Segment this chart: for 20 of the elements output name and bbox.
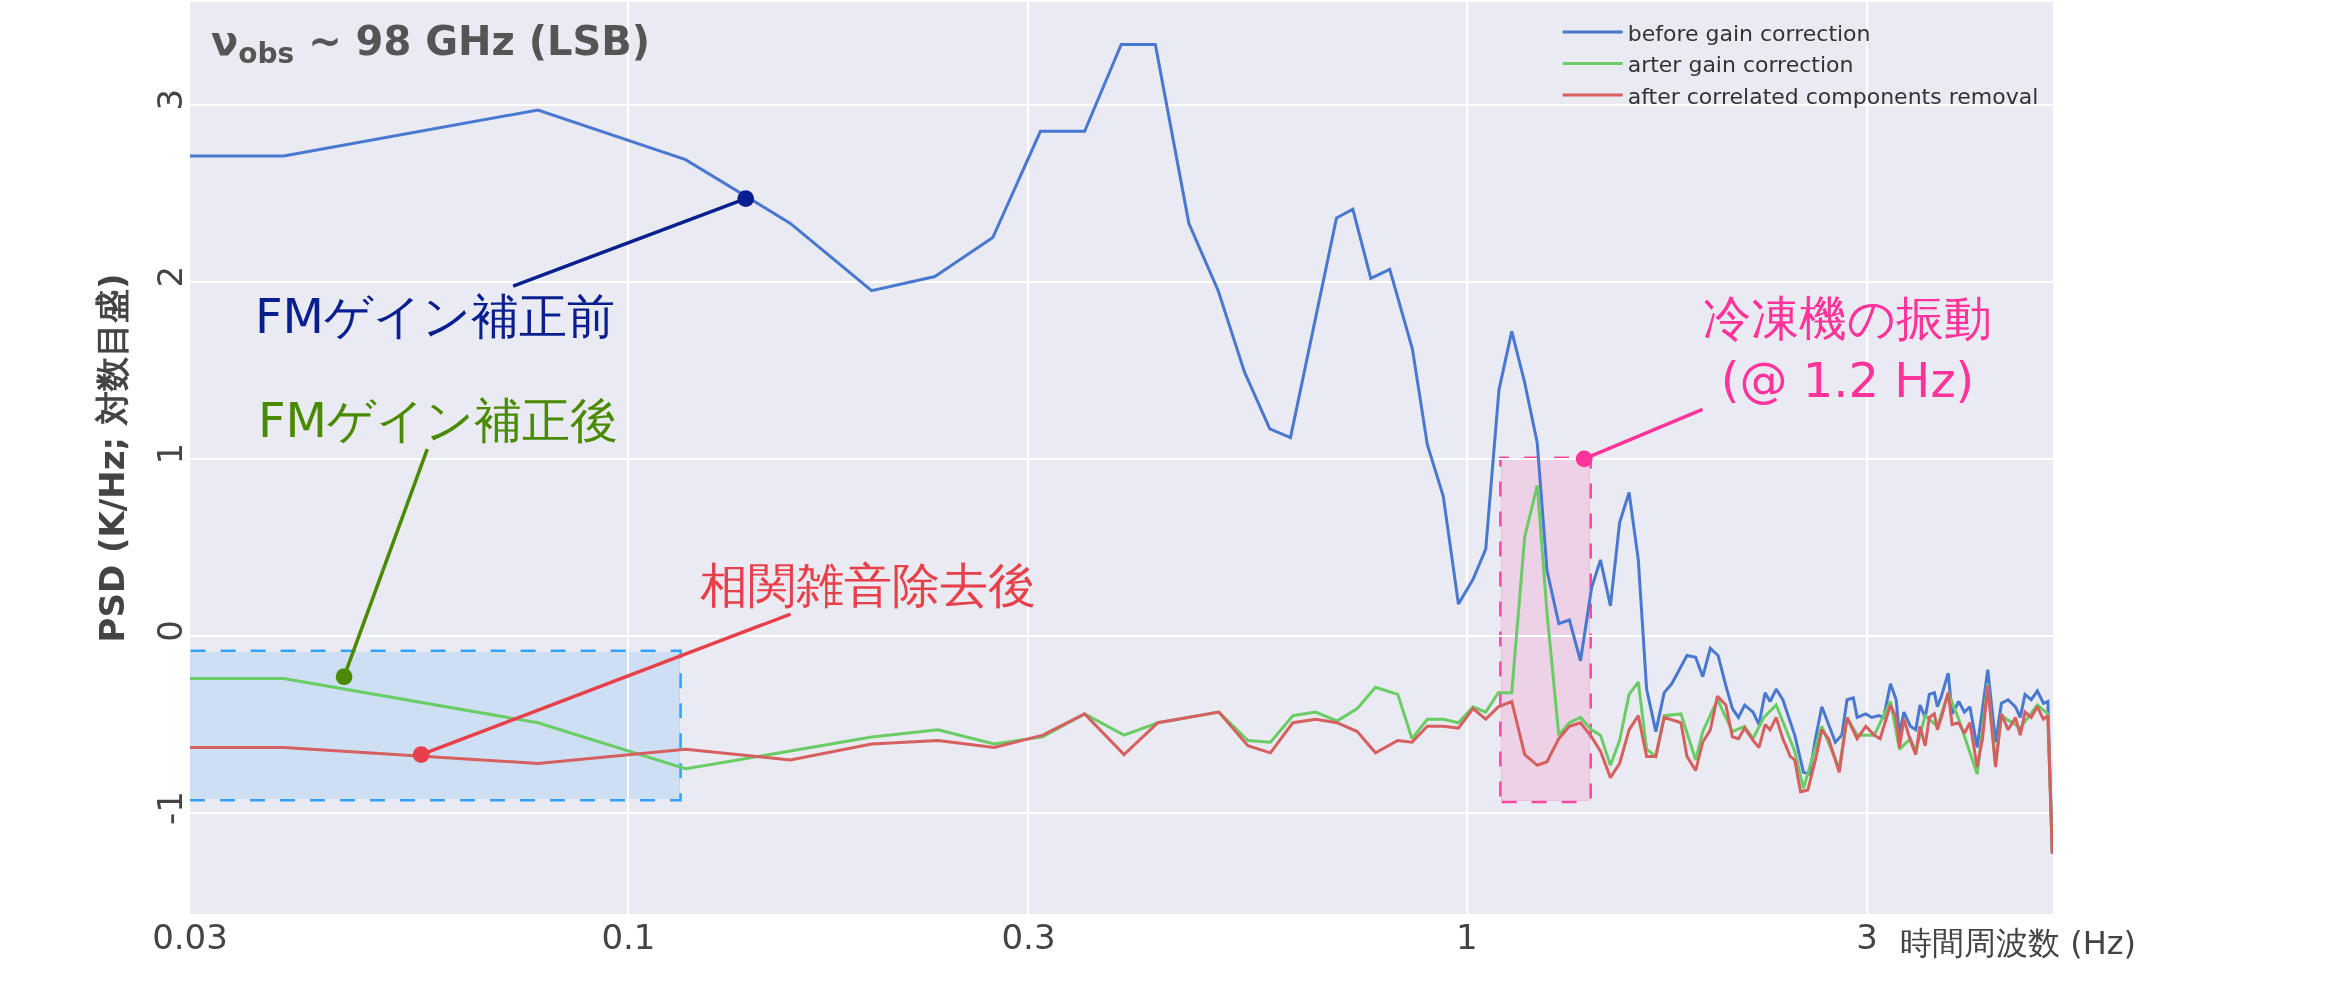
x-axis-title: 時間周波数 (Hz) <box>1900 924 2136 962</box>
x-tick-label: 0.03 <box>152 917 228 957</box>
y-tick-label: 3 <box>150 88 191 111</box>
y-tick-label: 0 <box>150 620 191 642</box>
y-tick-label: 2 <box>150 265 191 288</box>
x-tick-label: 1 <box>1456 917 1478 957</box>
x-tick-label: 3 <box>1856 917 1878 957</box>
annotation: 相関雑音除去後 <box>700 557 1036 613</box>
annotation: ν$_{obs}$ ~ 98 GHz (LSB) <box>211 18 651 71</box>
y-axis-title: PSD (K/Hz; 対数目盛) <box>91 273 132 643</box>
x-tick-label: 0.1 <box>601 917 656 957</box>
y-tick-label: -1 <box>150 791 191 825</box>
x-tick-label: 0.3 <box>1001 917 1056 957</box>
y-tick-label: 1 <box>150 442 191 465</box>
legend-label: arter gain correction <box>1627 52 1854 78</box>
annotation: 冷凍機の振動 (@ 1.2 Hz) <box>1703 290 1992 409</box>
legend-label: before gain correction <box>1627 20 1871 46</box>
annotation: FMゲイン補正前 <box>255 288 616 344</box>
legend-label: after correlated components removal <box>1627 83 2039 109</box>
annotation: FMゲイン補正後 <box>258 392 619 448</box>
